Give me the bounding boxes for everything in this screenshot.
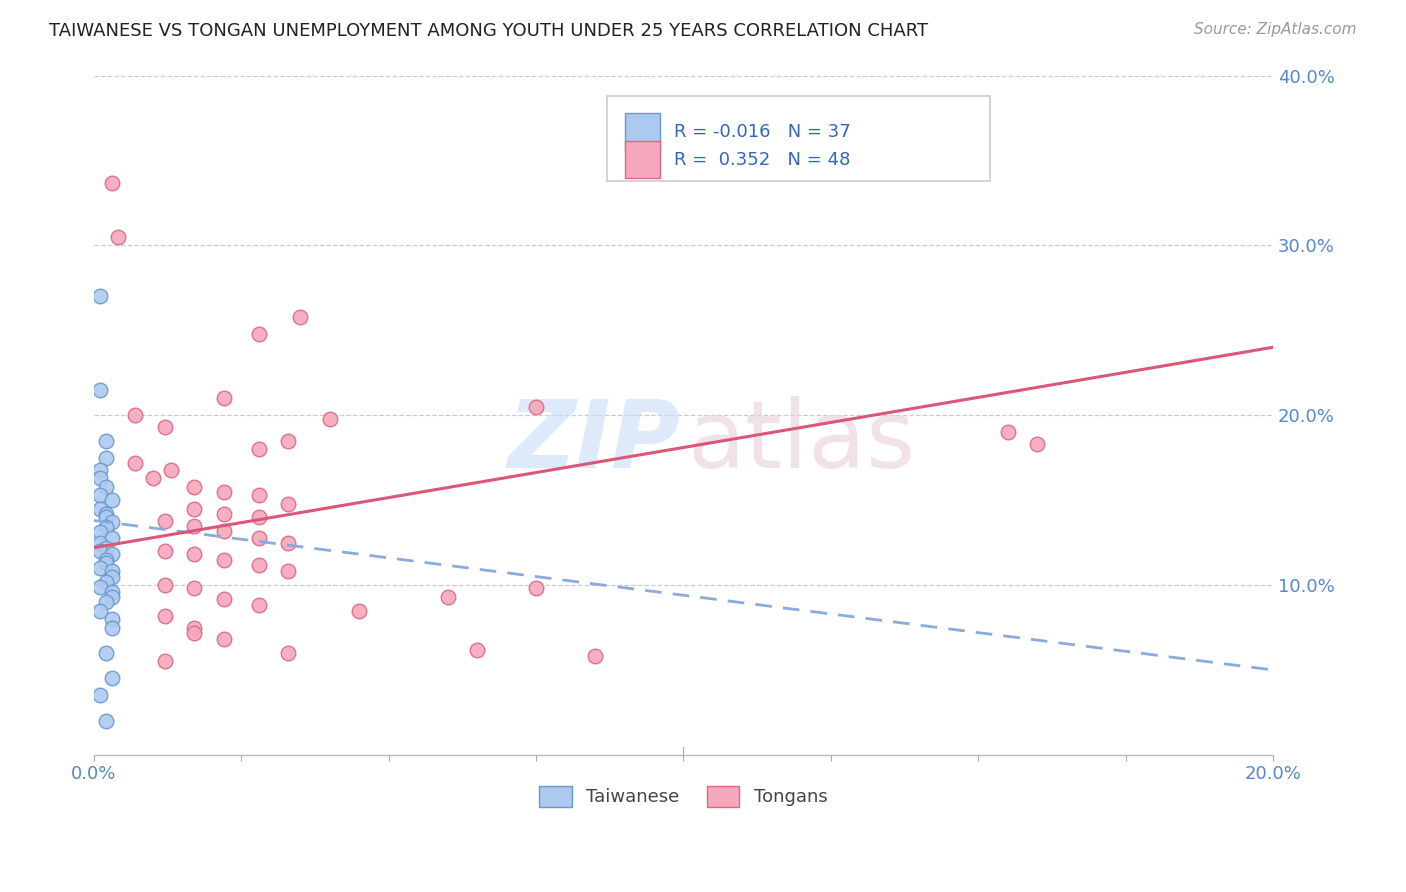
- Point: [247, 531, 270, 545]
- Point: [94, 646, 117, 660]
- FancyBboxPatch shape: [624, 113, 659, 150]
- Point: [153, 514, 176, 528]
- Point: [100, 565, 122, 579]
- Point: [142, 471, 165, 485]
- Point: [100, 548, 122, 562]
- Point: [124, 408, 146, 422]
- Point: [94, 479, 117, 493]
- Point: [89, 544, 111, 558]
- Point: [89, 561, 111, 575]
- Text: R =  0.352   N = 48: R = 0.352 N = 48: [673, 151, 851, 169]
- Point: [247, 558, 270, 572]
- Legend: Taiwanese, Tongans: Taiwanese, Tongans: [533, 779, 835, 814]
- Point: [1026, 437, 1049, 451]
- Point: [89, 462, 111, 476]
- Point: [183, 625, 205, 640]
- Point: [277, 496, 299, 510]
- Point: [212, 484, 235, 499]
- Text: TAIWANESE VS TONGAN UNEMPLOYMENT AMONG YOUTH UNDER 25 YEARS CORRELATION CHART: TAIWANESE VS TONGAN UNEMPLOYMENT AMONG Y…: [49, 22, 928, 40]
- Point: [100, 612, 122, 626]
- Point: [89, 580, 111, 594]
- Point: [94, 574, 117, 589]
- Point: [94, 507, 117, 521]
- Point: [94, 510, 117, 524]
- Point: [212, 391, 235, 405]
- FancyBboxPatch shape: [607, 96, 990, 181]
- Text: ZIP: ZIP: [508, 396, 681, 489]
- Point: [100, 672, 122, 686]
- Point: [277, 565, 299, 579]
- Point: [89, 383, 111, 397]
- Point: [153, 544, 176, 558]
- Point: [436, 590, 458, 604]
- Point: [183, 501, 205, 516]
- Point: [89, 471, 111, 485]
- Point: [124, 456, 146, 470]
- Point: [107, 230, 129, 244]
- Point: [183, 479, 205, 493]
- Point: [100, 620, 122, 634]
- Point: [212, 552, 235, 566]
- Text: R = -0.016   N = 37: R = -0.016 N = 37: [673, 122, 851, 141]
- Text: Source: ZipAtlas.com: Source: ZipAtlas.com: [1194, 22, 1357, 37]
- Point: [89, 689, 111, 703]
- Text: atlas: atlas: [688, 396, 915, 489]
- Point: [153, 608, 176, 623]
- Point: [159, 462, 181, 476]
- Point: [997, 425, 1019, 440]
- Point: [100, 515, 122, 529]
- Point: [94, 552, 117, 566]
- Point: [183, 620, 205, 634]
- Point: [183, 548, 205, 562]
- Point: [247, 599, 270, 613]
- Point: [524, 400, 547, 414]
- Point: [153, 420, 176, 434]
- Point: [94, 434, 117, 448]
- Point: [100, 176, 122, 190]
- Point: [89, 535, 111, 549]
- Point: [94, 595, 117, 609]
- Point: [100, 493, 122, 508]
- Point: [277, 646, 299, 660]
- Point: [94, 541, 117, 555]
- Point: [100, 585, 122, 599]
- Point: [212, 507, 235, 521]
- Point: [94, 556, 117, 570]
- Point: [247, 510, 270, 524]
- Point: [212, 524, 235, 538]
- Point: [89, 603, 111, 617]
- Point: [347, 603, 370, 617]
- Point: [277, 535, 299, 549]
- FancyBboxPatch shape: [624, 141, 659, 178]
- Point: [465, 642, 488, 657]
- Point: [89, 488, 111, 502]
- Point: [89, 289, 111, 303]
- Point: [524, 582, 547, 596]
- Point: [153, 578, 176, 592]
- Point: [277, 434, 299, 448]
- Point: [247, 326, 270, 341]
- Point: [183, 518, 205, 533]
- Point: [212, 591, 235, 606]
- Point: [153, 655, 176, 669]
- Point: [100, 531, 122, 545]
- Point: [89, 501, 111, 516]
- Point: [247, 488, 270, 502]
- Point: [94, 714, 117, 728]
- Point: [94, 520, 117, 534]
- Point: [290, 310, 312, 324]
- Point: [100, 569, 122, 583]
- Point: [212, 632, 235, 647]
- Point: [247, 442, 270, 457]
- Point: [89, 525, 111, 540]
- Point: [100, 590, 122, 604]
- Point: [183, 582, 205, 596]
- Point: [319, 411, 342, 425]
- Point: [94, 450, 117, 465]
- Point: [583, 649, 606, 664]
